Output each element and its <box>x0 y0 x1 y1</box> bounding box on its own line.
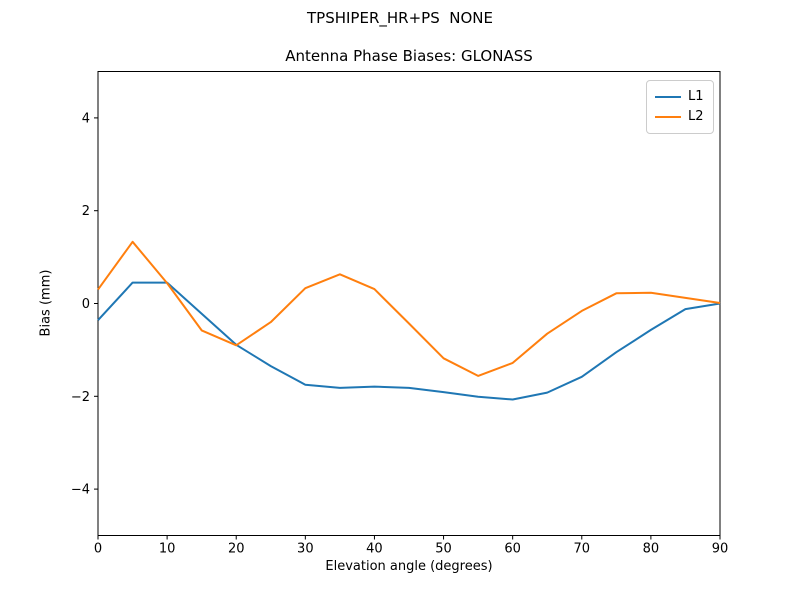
y-tick-label: 4 <box>82 111 90 126</box>
x-tick-label: 60 <box>504 542 521 557</box>
legend-line-sample-l2 <box>655 116 681 118</box>
x-tick-label: 10 <box>159 542 176 557</box>
legend: L1 L2 <box>646 80 714 134</box>
y-tick-label: −2 <box>71 390 90 405</box>
legend-label-l1: L1 <box>688 89 704 104</box>
legend-item-l1: L1 <box>655 87 705 107</box>
x-tick-label: 0 <box>94 542 102 557</box>
legend-label-l2: L2 <box>688 109 704 124</box>
y-tick-label: −4 <box>71 483 90 498</box>
x-axis-label: Elevation angle (degrees) <box>325 559 493 574</box>
axes-title: Antenna Phase Biases: GLONASS <box>285 47 533 65</box>
legend-item-l2: L2 <box>655 107 705 127</box>
y-tick-label: 2 <box>82 204 90 219</box>
series-line-l1 <box>97 281 721 401</box>
y-axis-label: Bias (mm) <box>38 269 54 337</box>
x-tick-label: 80 <box>643 542 660 557</box>
figure-title: TPSHIPER_HR+PS NONE <box>307 9 493 27</box>
x-tick-label: 20 <box>228 542 245 557</box>
legend-line-sample-l1 <box>655 96 681 98</box>
y-tick-label: 0 <box>82 297 90 312</box>
series-line-l2 <box>97 240 721 377</box>
x-tick-label: 40 <box>366 542 383 557</box>
x-tick-label: 90 <box>712 542 729 557</box>
x-tick-label: 50 <box>435 542 452 557</box>
x-tick-label: 30 <box>297 542 314 557</box>
x-tick-label: 70 <box>574 542 591 557</box>
